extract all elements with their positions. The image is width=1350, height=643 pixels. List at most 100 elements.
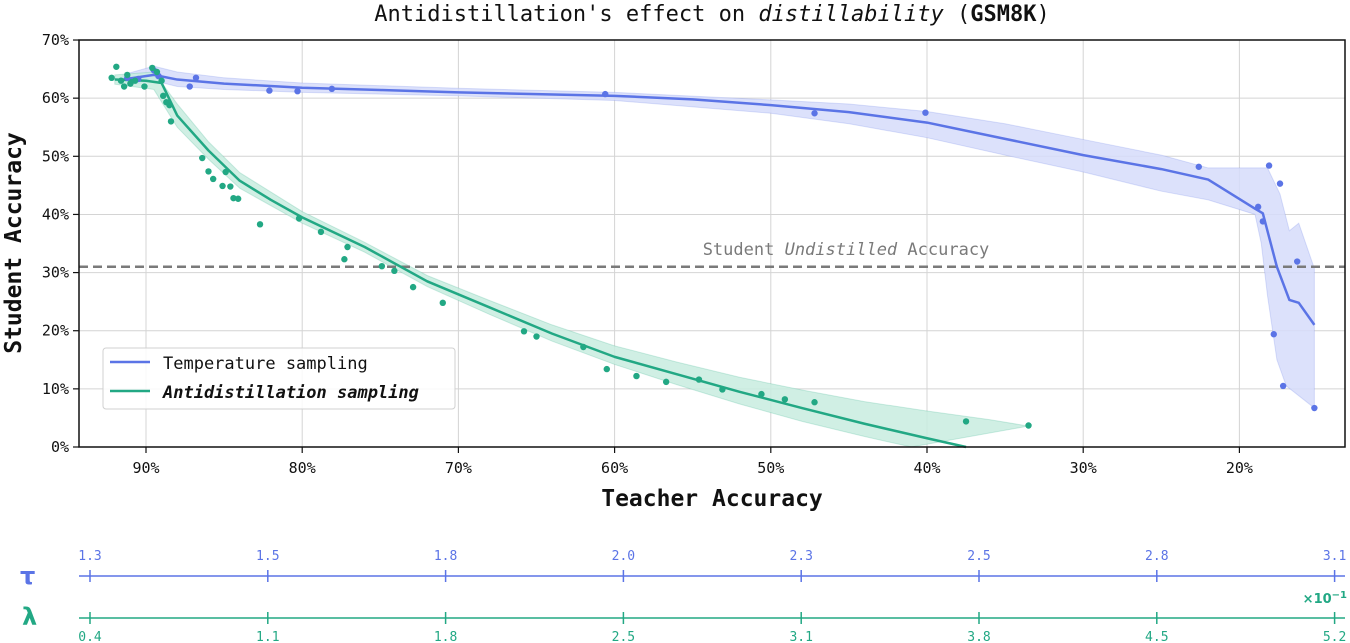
antidistillation-sampling-trend-line [114, 78, 967, 449]
temperature-sampling-point [922, 109, 929, 116]
antidistillation-sampling-point [633, 372, 640, 380]
antidistillation-sampling-point [209, 175, 217, 183]
tau-symbol: τ [20, 562, 35, 590]
temperature-sampling-point [328, 85, 336, 93]
lambda-tick-label: 5.2 [1323, 630, 1346, 643]
temperature-sampling-point [1270, 331, 1277, 338]
antidistillation-sampling-point [153, 68, 161, 76]
lambda-multiplier: ×10−1 [1303, 590, 1347, 607]
x-tick-label: 30% [1070, 459, 1097, 477]
x-tick-label: 20% [1226, 459, 1253, 477]
temperature-sampling-point [1311, 404, 1318, 412]
antidistillation-sampling-point [341, 256, 348, 263]
antidistillation-sampling-point [230, 194, 237, 202]
antidistillation-sampling-point [391, 267, 398, 275]
antidistillation-sampling-point [439, 299, 446, 307]
scatter-points [108, 63, 1318, 429]
lambda-symbol: λ [22, 603, 37, 631]
antidistillation-sampling-point [227, 183, 234, 190]
antidistillation-sampling-point [113, 63, 120, 70]
antidistillation-sampling-point [158, 77, 165, 84]
x-axis-ticks: 90% 80% 70% 60% 50% 40% 30% 20% [132, 447, 1253, 477]
antidistillation-sampling-point [234, 195, 242, 202]
temperature-sampling-point [1265, 162, 1273, 169]
y-tick-label: 50% [42, 147, 69, 165]
antidistillation-sampling-point [533, 333, 540, 340]
lambda-tick-label: 4.5 [1145, 630, 1168, 643]
antidistillation-sampling-point [695, 376, 703, 383]
legend-box [102, 347, 456, 410]
antidistillation-sampling-point [962, 418, 970, 425]
antidistillation-sampling-point [205, 168, 212, 175]
antidistillation-sampling-point [295, 215, 303, 222]
antidistillation-sampling-point [108, 74, 115, 82]
undistilled-annotation: Student Undistilled Accuracy [703, 240, 990, 260]
antidistillation-sampling-point [378, 262, 386, 270]
lambda-tick-label: 1.8 [434, 630, 457, 643]
lambda-tick-label: 0.4 [78, 630, 102, 643]
antidistillation-sampling-point [580, 343, 587, 351]
temperature-sampling-point [266, 87, 273, 94]
antidistillation-sampling-point [317, 228, 325, 236]
antidistillation-sampling-point [166, 101, 173, 109]
antidistillation-sampling-point [781, 396, 789, 403]
y-tick-label: 70% [42, 31, 69, 49]
tau-tick-label: 3.1 [1323, 549, 1346, 564]
temperature-sampling-point [1276, 180, 1284, 187]
chart-title: Antidistillation's effect on distillabil… [374, 2, 1050, 27]
antidistillation-sampling-point [149, 64, 156, 72]
trend-lines [114, 73, 1316, 449]
antidistillation-sampling-point [127, 80, 134, 87]
secondary-parameter-axes: 1.3 1.5 1.8 2.0 2.3 2.5 2.8 3.1 0.4 1.1 1.8 2.5 3.1 3… [78, 549, 1346, 643]
temperature-sampling-point [1279, 382, 1287, 390]
antidistillation-sampling-point [344, 243, 351, 251]
tau-tick-label: 2.8 [1145, 549, 1168, 564]
x-tick-label: 40% [913, 459, 940, 477]
temperature-sampling-point [1293, 258, 1301, 265]
tau-tick-label: 2.3 [789, 549, 812, 564]
tau-tick-label: 2.5 [967, 549, 990, 564]
antidistillation-sampling-point [219, 182, 226, 190]
plot-frame [78, 39, 1346, 448]
y-axis-label: Student Accuracy [1, 132, 27, 354]
legend-label-temperature: Temperature sampling [163, 354, 368, 374]
legend-label-antidistillation: Antidistillation sampling [162, 383, 419, 403]
antidistillation-sampling-point [131, 77, 139, 84]
tau-tick-label: 2.0 [612, 549, 635, 564]
tau-tick-label: 1.3 [78, 549, 101, 564]
lambda-tick-label: 1.1 [256, 630, 279, 643]
y-tick-label: 40% [42, 205, 69, 223]
y-tick-label: 10% [42, 380, 69, 398]
antidistillation-sampling-point [159, 92, 167, 100]
x-tick-label: 90% [132, 459, 159, 477]
antidistillation-sampling-point [662, 378, 670, 386]
antidistillation-sampling-point [117, 77, 125, 84]
legend: Temperature sampling Antidistillation sa… [102, 347, 456, 410]
y-tick-label: 60% [42, 89, 69, 107]
antidistillation-sampling-point [222, 168, 229, 176]
x-axis-label: Teacher Accuracy [601, 486, 823, 512]
y-tick-label: 20% [42, 322, 69, 340]
antidistillation-sampling-point [811, 399, 818, 406]
antidistillation-sampling-point [719, 386, 726, 393]
temperature-sampling-point [602, 90, 609, 98]
temperature-sampling-point [186, 83, 193, 90]
antidistillation-sampling-point [256, 221, 264, 228]
tau-tick-label: 1.5 [256, 549, 279, 564]
lambda-tick-label: 3.1 [789, 630, 812, 643]
antidistillation-sampling-point [409, 283, 417, 291]
lambda-tick-label: 2.5 [612, 630, 635, 643]
temperature-sampling-trend-line [122, 73, 1316, 326]
antidistillation-sampling-point [199, 154, 206, 162]
antidistillation-sampling-point [758, 390, 765, 398]
antidistillation-sampling-point [124, 71, 131, 79]
tau-tick-label: 1.8 [434, 549, 457, 564]
antidistillation-sampling-point [603, 365, 610, 373]
y-axis-ticks: 0% 10% 20% 30% 40% 50% 60% 70% [42, 31, 79, 456]
antidistillation-sampling-point [1025, 422, 1032, 429]
x-tick-label: 50% [757, 459, 784, 477]
lambda-tick-label: 3.8 [967, 630, 990, 643]
antidistillation-sampling-point [120, 83, 128, 90]
temperature-sampling-point [1259, 218, 1267, 225]
